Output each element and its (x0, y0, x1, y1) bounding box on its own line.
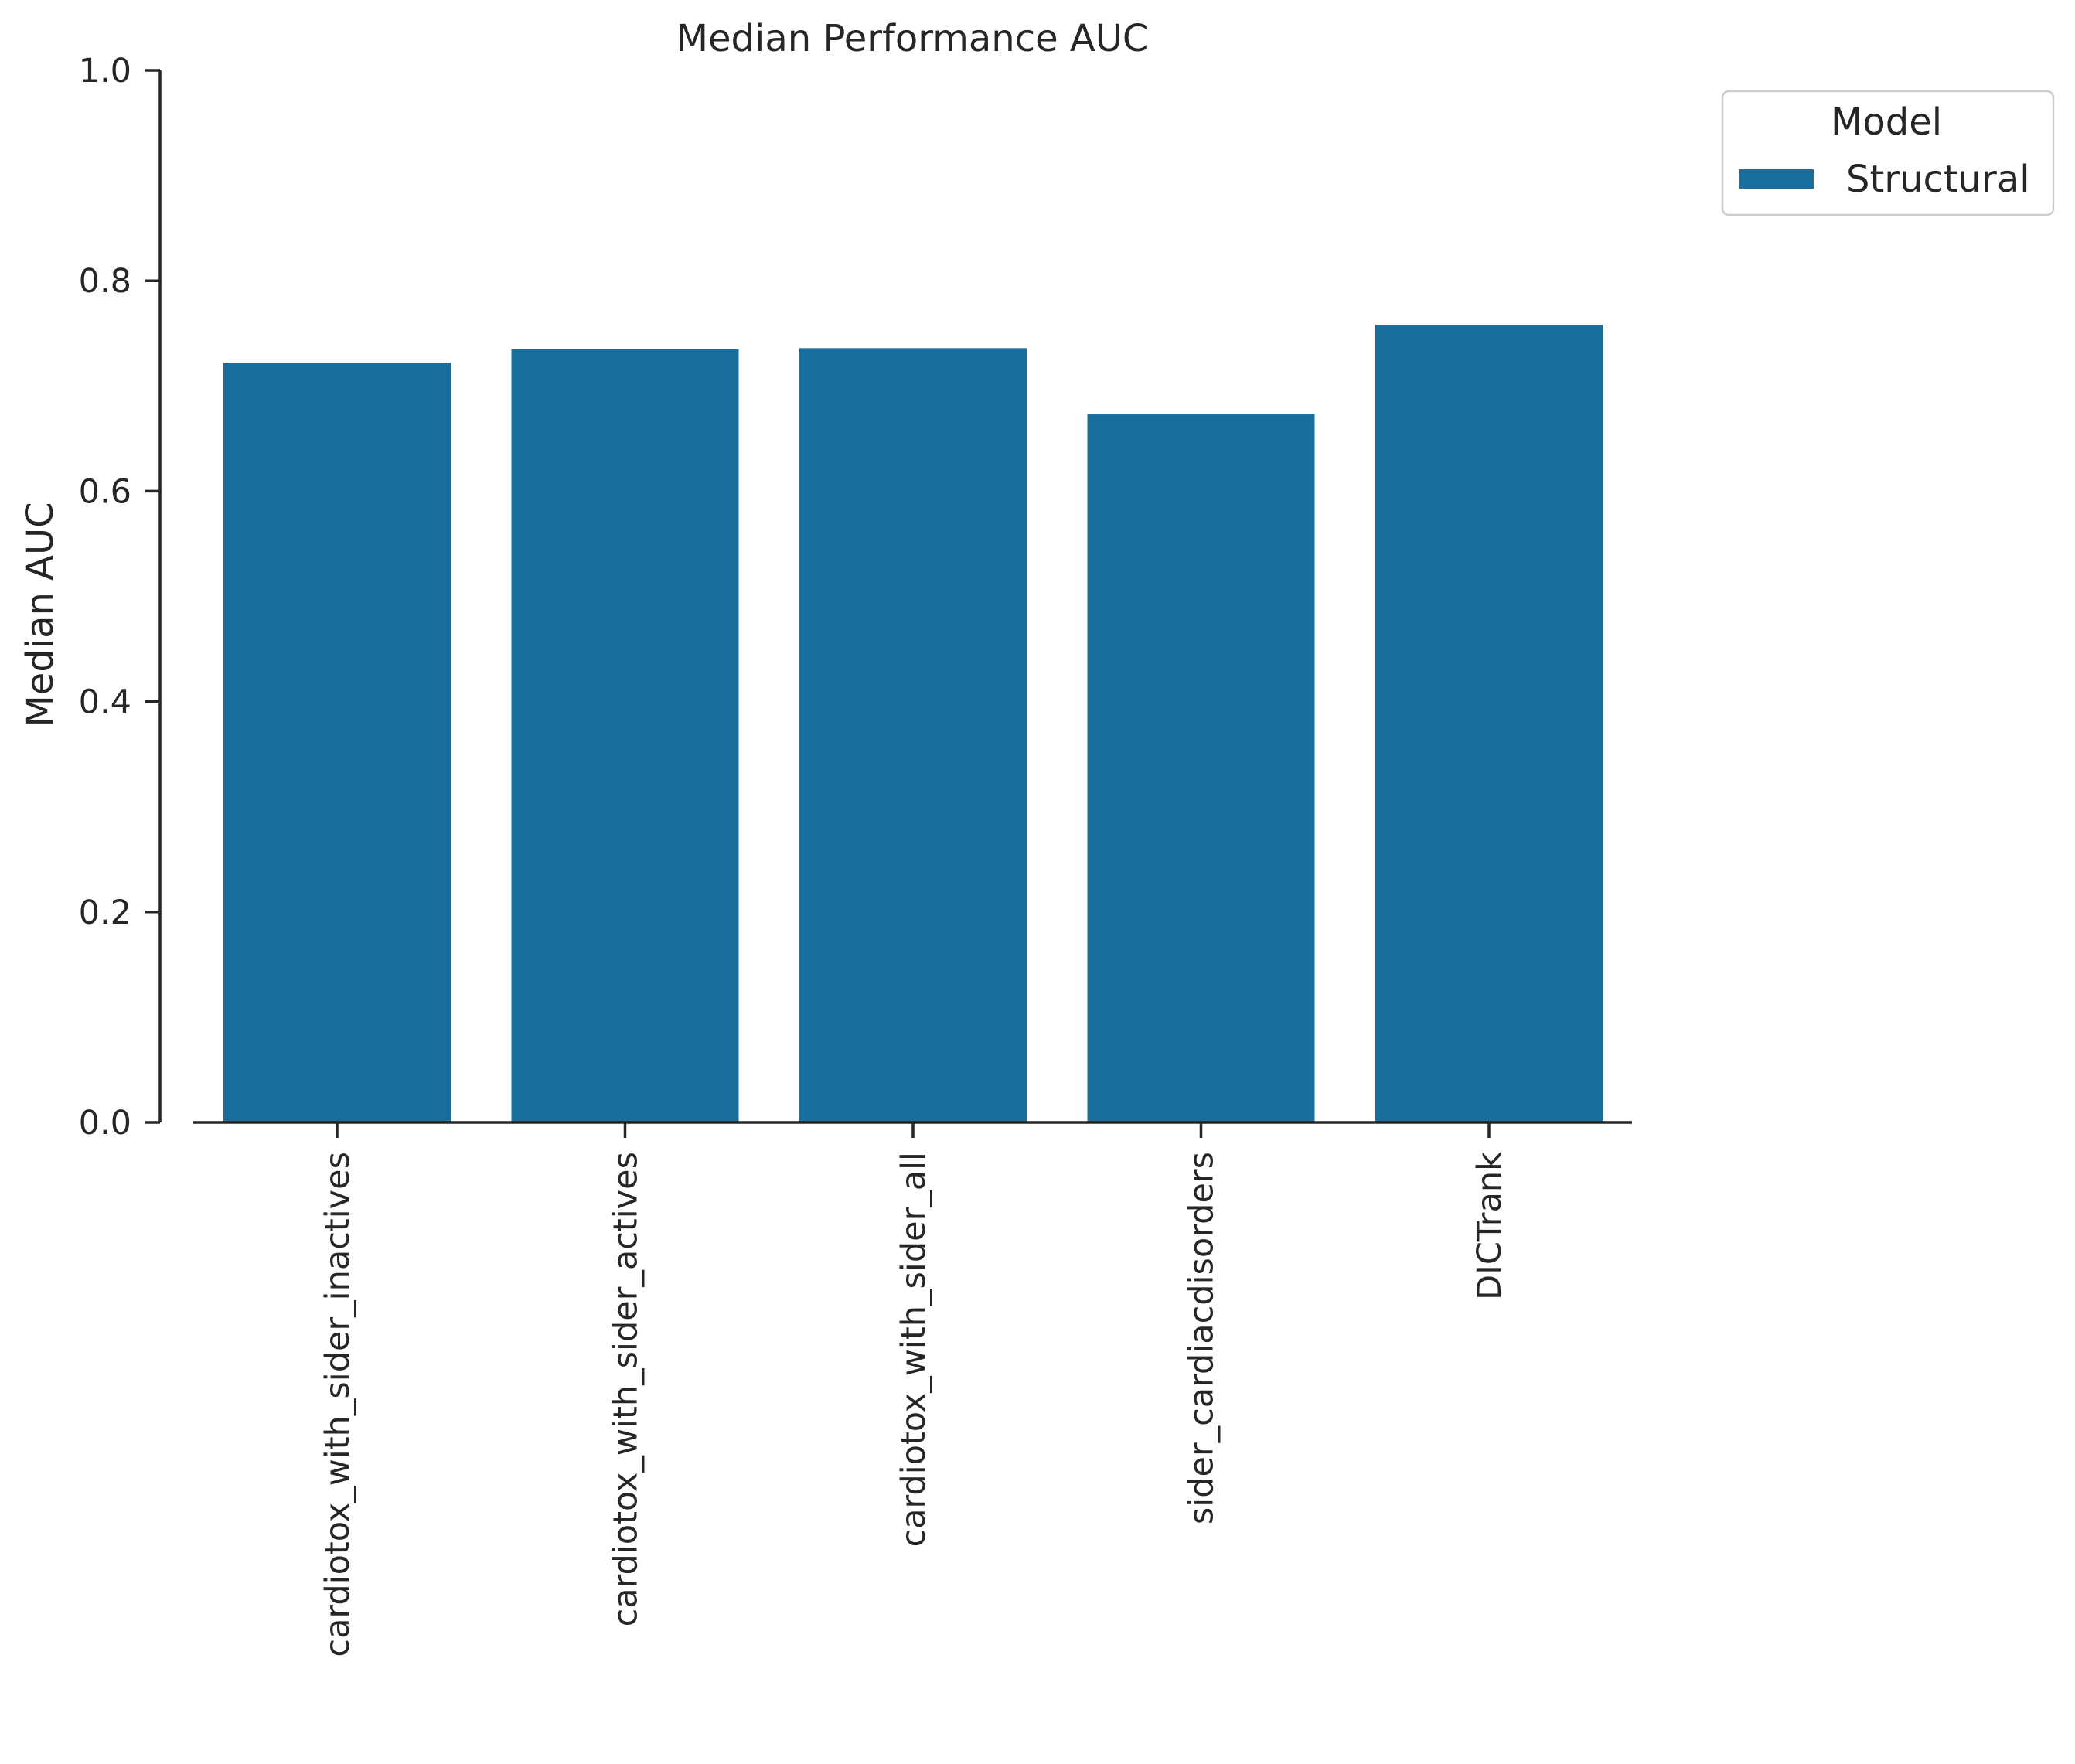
y-tick-label: 0.4 (79, 683, 131, 722)
x-tick-label: cardiotox_with_sider_inactives (319, 1152, 357, 1657)
bars-group (223, 325, 1603, 1123)
y-tick-label: 0.2 (79, 894, 131, 932)
y-axis-title: Median AUC (19, 502, 62, 727)
bar-cardiotox_with_sider_all (799, 348, 1027, 1123)
x-tick-label: cardiotox_with_sider_actives (607, 1152, 646, 1626)
bar-sider_cardiacdisorders (1087, 414, 1315, 1122)
x-tick-label: cardiotox_with_sider_all (894, 1152, 933, 1548)
x-axis-ticks: cardiotox_with_sider_inactives cardiotox_… (319, 1122, 1509, 1657)
y-axis-ticks: 0.0 0.2 0.4 0.6 0.8 1.0 (79, 52, 160, 1143)
legend-swatch-structural (1739, 169, 1814, 189)
y-tick-label: 1.0 (79, 52, 131, 90)
bar-dictrank (1375, 325, 1603, 1122)
chart-title: Median Performance AUC (676, 17, 1149, 60)
x-tick-label: sider_cardiacdisorders (1183, 1152, 1221, 1524)
y-tick-label: 0.0 (79, 1104, 131, 1143)
y-tick-label: 0.8 (79, 262, 131, 301)
y-tick-label: 0.6 (79, 472, 131, 511)
legend: Model Structural (1721, 90, 2055, 216)
bar-cardiotox_with_sider_actives (511, 349, 739, 1122)
legend-title: Model (1831, 100, 1942, 144)
x-tick-label: DICTrank (1470, 1152, 1509, 1300)
bar-cardiotox_with_sider_inactives (223, 363, 451, 1122)
legend-label-structural: Structural (1846, 158, 2030, 201)
